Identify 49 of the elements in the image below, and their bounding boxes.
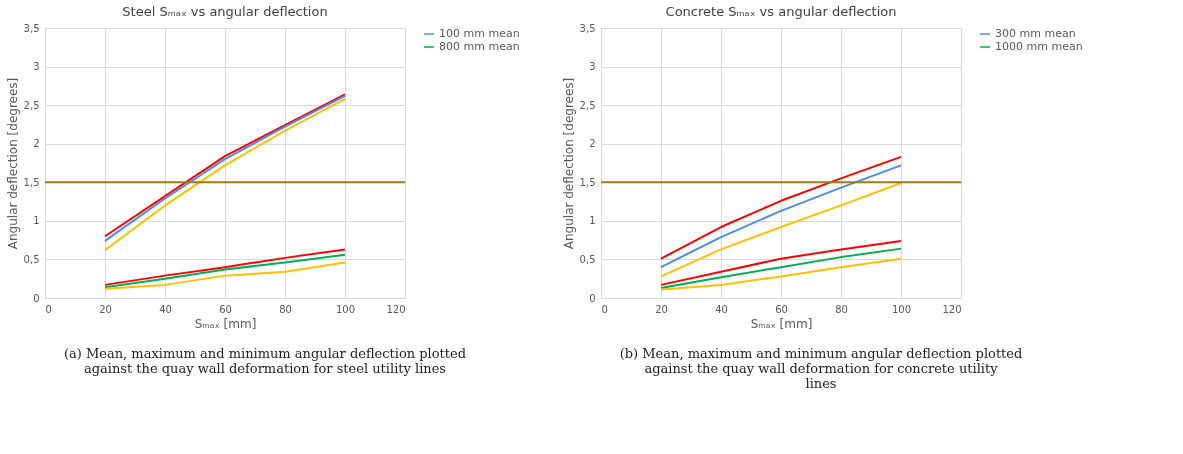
x-tick-label: 80 — [279, 303, 292, 315]
line-series — [104, 261, 346, 290]
x-axis-title: Sₘₐₓ [mm] — [194, 316, 257, 331]
line-series — [660, 247, 902, 289]
y-tick-label: 3 — [589, 61, 596, 73]
legend-label: 800 mm mean — [439, 40, 520, 53]
line-series — [660, 164, 902, 269]
y-tick-label: 3,5 — [23, 22, 40, 34]
text: (b) Mean, maximum and minimum angular deflection plotted against the quay wall deformation for concrete utility lines — [619, 346, 1023, 391]
chart-title: Steel Sₘₐₓ vs angular deflection — [122, 4, 328, 19]
chart-title: Concrete Sₘₐₓ vs angular deflection — [665, 4, 897, 19]
x-tick-label: 20 — [99, 303, 112, 315]
x-tick-label: 80 — [835, 303, 848, 315]
x-tick-label: 60 — [775, 303, 788, 315]
text: (a) Mean, maximum and minimum angular deflection plotted against the quay wall deformation for steel utility lines — [63, 346, 467, 376]
x-tick-label: 100 — [891, 303, 912, 315]
y-tick-label: 1,5 — [579, 176, 596, 188]
x-axis-title: Sₘₐₓ [mm] — [750, 316, 813, 331]
y-axis-title: Angular deflection [degrees] — [561, 77, 576, 250]
y-tick-label: 3,5 — [579, 22, 596, 34]
line-series — [660, 155, 902, 260]
legend-label: 300 mm mean — [995, 27, 1076, 40]
x-tick-label: 0 — [45, 303, 52, 315]
y-tick-label: 2 — [589, 138, 596, 150]
y-tick-label: 2,5 — [579, 99, 596, 111]
x-tick-label: 60 — [219, 303, 232, 315]
y-tick-label: 2,5 — [23, 99, 40, 111]
y-tick-label: 3 — [33, 61, 40, 73]
y-tick-label: 0 — [589, 292, 596, 304]
legend-label: 1000 mm mean — [995, 40, 1083, 53]
y-tick-label: 2 — [33, 138, 40, 150]
x-tick-label: 120 — [942, 303, 962, 315]
y-tick-label: 0,5 — [23, 253, 40, 265]
legend-label: 100 mm mean — [439, 27, 520, 40]
y-tick-label: 1 — [33, 215, 40, 227]
x-tick-label: 0 — [601, 303, 608, 315]
y-tick-label: 1,5 — [23, 176, 40, 188]
line-series — [660, 239, 902, 286]
line-series — [660, 257, 902, 291]
y-axis-title: Angular deflection [degrees] — [5, 77, 20, 250]
line-series — [660, 182, 902, 278]
y-tick-label: 1 — [589, 215, 596, 227]
y-tick-label: 0,5 — [579, 253, 596, 265]
x-tick-label: 100 — [335, 303, 356, 315]
y-tick-label: 0 — [33, 292, 40, 304]
x-tick-label: 120 — [386, 303, 406, 315]
x-tick-label: 20 — [655, 303, 668, 315]
x-tick-label: 40 — [715, 303, 728, 315]
x-tick-label: 40 — [159, 303, 172, 315]
